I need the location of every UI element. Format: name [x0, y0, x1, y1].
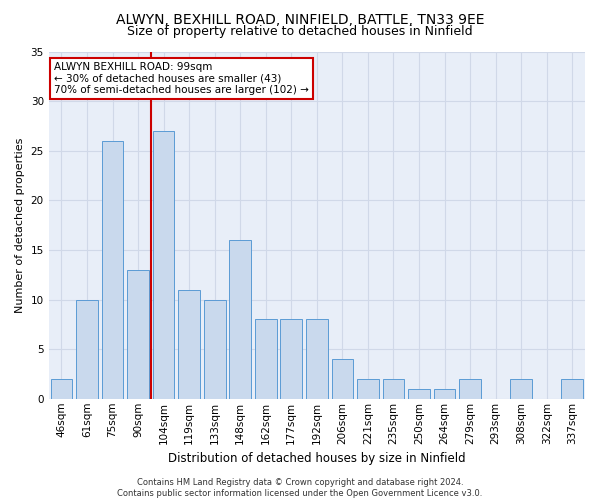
Text: Contains HM Land Registry data © Crown copyright and database right 2024.
Contai: Contains HM Land Registry data © Crown c…: [118, 478, 482, 498]
Bar: [229, 240, 251, 399]
Bar: [510, 379, 532, 399]
Y-axis label: Number of detached properties: Number of detached properties: [15, 138, 25, 313]
Text: ALWYN BEXHILL ROAD: 99sqm
← 30% of detached houses are smaller (43)
70% of semi-: ALWYN BEXHILL ROAD: 99sqm ← 30% of detac…: [54, 62, 309, 95]
Bar: [101, 141, 124, 399]
Bar: [459, 379, 481, 399]
Bar: [153, 131, 175, 399]
Bar: [255, 320, 277, 399]
Bar: [76, 300, 98, 399]
Bar: [178, 290, 200, 399]
Text: Size of property relative to detached houses in Ninfield: Size of property relative to detached ho…: [127, 25, 473, 38]
Bar: [50, 379, 72, 399]
Bar: [280, 320, 302, 399]
Bar: [562, 379, 583, 399]
Bar: [408, 389, 430, 399]
Bar: [383, 379, 404, 399]
Bar: [434, 389, 455, 399]
Bar: [306, 320, 328, 399]
Bar: [204, 300, 226, 399]
Bar: [332, 359, 353, 399]
Bar: [127, 270, 149, 399]
X-axis label: Distribution of detached houses by size in Ninfield: Distribution of detached houses by size …: [168, 452, 466, 465]
Bar: [357, 379, 379, 399]
Text: ALWYN, BEXHILL ROAD, NINFIELD, BATTLE, TN33 9EE: ALWYN, BEXHILL ROAD, NINFIELD, BATTLE, T…: [116, 12, 484, 26]
